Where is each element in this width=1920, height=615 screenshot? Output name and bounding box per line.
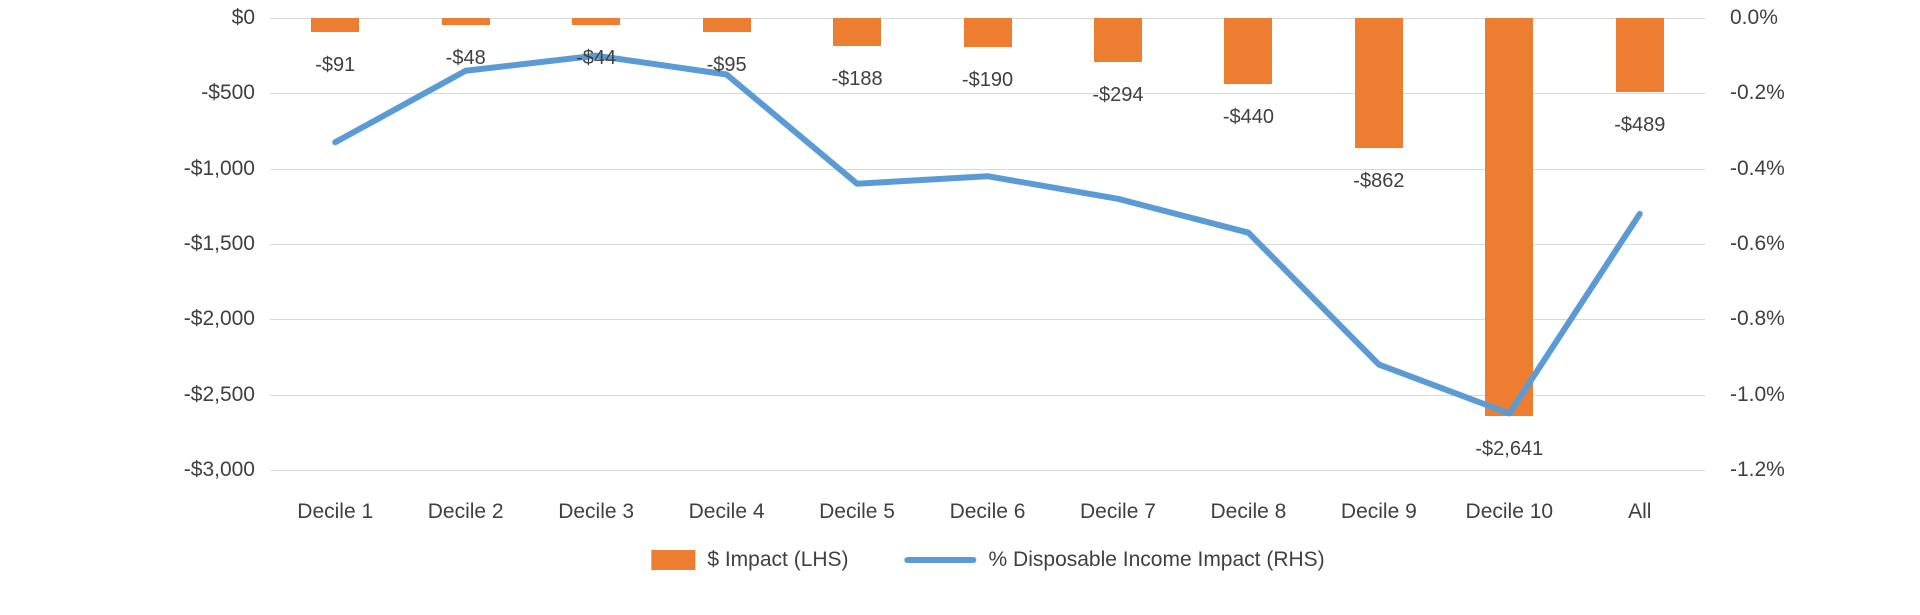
y-axis-left-tick: -$2,000 (183, 307, 255, 331)
legend: $ Impact (LHS) % Disposable Income Impact… (651, 548, 1325, 572)
y-axis-right-tick: -1.2% (1730, 458, 1785, 481)
bar (1224, 18, 1273, 85)
bar (1093, 18, 1142, 63)
y-axis-left-tick: -$1,000 (183, 156, 255, 180)
y-axis-right-tick: 0.0% (1730, 6, 1778, 29)
x-axis-label: Decile 3 (558, 500, 635, 523)
disposable-income-impact-line (332, 52, 1643, 417)
bar-value-label: -$2,641 (1475, 437, 1544, 460)
bar-value-label: -$95 (706, 54, 747, 77)
legend-label: $ Impact (LHS) (707, 548, 849, 571)
bar (1354, 18, 1403, 148)
legend-line-swatch (904, 557, 977, 563)
bar (1615, 18, 1664, 92)
bar-value-label: -$48 (445, 47, 486, 70)
bar-value-label: -$190 (961, 68, 1014, 91)
bar (1485, 18, 1534, 416)
x-axis-label: Decile 5 (819, 500, 895, 523)
bar (572, 18, 621, 25)
bar (963, 18, 1012, 47)
x-axis-label: Decile 8 (1210, 500, 1287, 523)
x-axis-label: Decile 2 (427, 500, 504, 523)
bar-value-label: -$489 (1614, 113, 1666, 136)
x-axis-label: Decile 10 (1465, 500, 1554, 523)
y-axis-right-tick: -0.8% (1730, 307, 1785, 331)
legend-item: $ Impact (LHS) (651, 548, 849, 572)
y-axis-left-tick: $0 (231, 6, 255, 29)
bar (702, 18, 751, 33)
y-axis-right-tick: -1.0% (1730, 382, 1785, 406)
bar-value-label: -$44 (576, 46, 617, 69)
x-axis-label: Decile 7 (1080, 500, 1156, 523)
y-axis-left-tick: -$1,500 (183, 232, 255, 255)
y-axis-left-tick: -$2,500 (183, 382, 255, 406)
x-axis-label: Decile 6 (949, 500, 1026, 523)
legend-label: % Disposable Income Impact (RHS) (988, 548, 1325, 571)
y-axis-right-tick: -0.2% (1730, 81, 1785, 105)
y-axis-right-tick: -0.6% (1730, 232, 1785, 255)
legend-item: % Disposable Income Impact (RHS) (904, 548, 1325, 572)
bar-value-label: -$862 (1353, 169, 1405, 192)
x-axis-label: Decile 1 (297, 500, 374, 523)
y-axis-left-tick: -$500 (201, 81, 255, 105)
x-axis-label: All (1628, 500, 1652, 523)
bar (441, 18, 490, 26)
x-axis-label: Decile 9 (1340, 500, 1417, 523)
bar (311, 18, 360, 32)
bar-value-label: -$188 (831, 68, 883, 91)
bar-value-label: -$91 (315, 53, 356, 76)
bar (833, 18, 882, 47)
gridline (270, 470, 1705, 471)
y-axis-left-tick: -$3,000 (183, 458, 255, 481)
legend-bar-swatch (651, 550, 696, 570)
bar-value-label: -$294 (1092, 84, 1144, 107)
y-axis-right-tick: -0.4% (1730, 156, 1785, 180)
x-axis-label: Decile 4 (688, 500, 765, 523)
bar-value-label: -$440 (1222, 106, 1274, 129)
